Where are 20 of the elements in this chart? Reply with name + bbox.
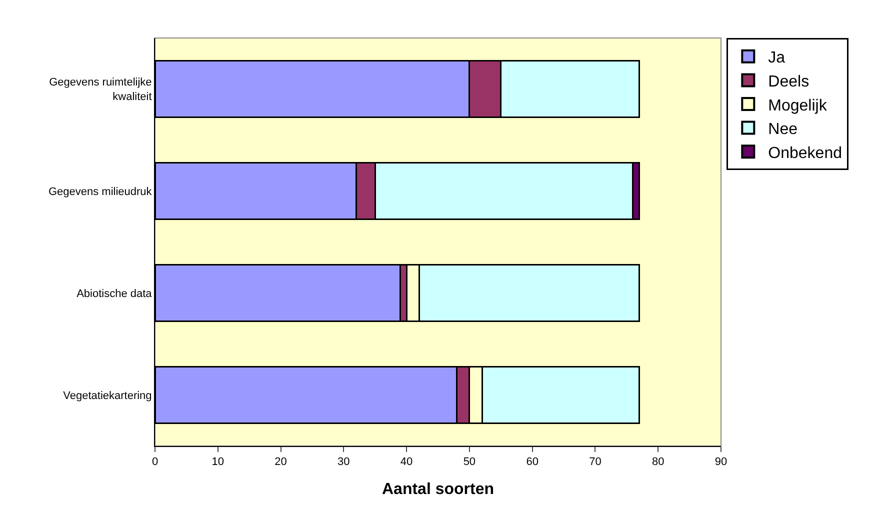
legend-label: Onbekend [768, 144, 842, 162]
x-axis-title: Aantal soorten [382, 480, 494, 498]
x-tick-label: 80 [652, 456, 664, 468]
legend-label: Nee [768, 121, 798, 138]
x-tick-label: 50 [463, 456, 476, 468]
x-tick-label: 40 [400, 456, 413, 468]
x-tick-label: 10 [212, 456, 224, 468]
y-tick-label: Gegevens milieudruk [48, 186, 152, 198]
x-tick-label: 20 [274, 456, 287, 468]
legend-label: Mogelijk [768, 97, 828, 114]
y-tick-label: Vegetatiekartering [63, 390, 152, 402]
x-tick-label: 90 [714, 456, 728, 468]
y-tick-label: Gegevens ruimtelijke kwaliteit [49, 76, 152, 103]
x-tick-label: 60 [526, 456, 538, 468]
legend-label: Deels [768, 73, 810, 90]
x-tick-label: 30 [338, 456, 350, 468]
x-tick-label: 70 [589, 456, 602, 468]
y-tick-label: Abiotische data [76, 288, 153, 300]
legend-label: Ja [768, 50, 786, 67]
x-tick-label: 0 [152, 456, 158, 468]
